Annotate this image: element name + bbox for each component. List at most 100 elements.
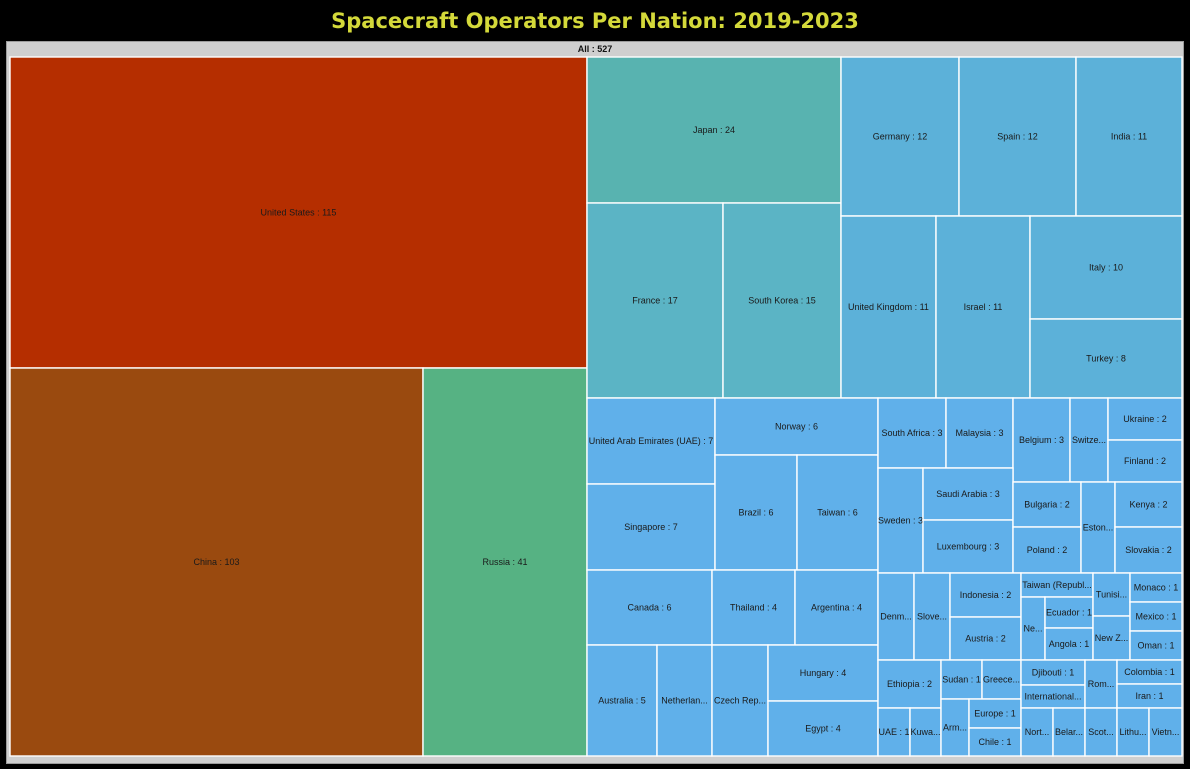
tile-rect-north-korea[interactable]	[1020, 707, 1054, 757]
tile-rect-russia[interactable]	[422, 367, 588, 757]
tile-rect-colombia[interactable]	[1116, 659, 1183, 685]
tile-rect-uae[interactable]	[877, 707, 911, 757]
tile-switzerland[interactable]: Switze...	[1069, 397, 1109, 483]
tile-rect-europe[interactable]	[968, 698, 1022, 729]
tile-rect-taiwan[interactable]	[796, 454, 879, 571]
tile-rect-vietnam[interactable]	[1148, 707, 1183, 757]
tile-rect-brazil[interactable]	[714, 454, 798, 571]
tile-turkey[interactable]: Turkey : 8	[1029, 318, 1183, 399]
tile-hungary[interactable]: Hungary : 4	[767, 644, 879, 702]
tile-rect-finland[interactable]	[1107, 439, 1183, 483]
tile-sweden[interactable]: Sweden : 3	[877, 467, 924, 574]
tile-rect-nepal[interactable]	[1020, 596, 1046, 661]
tile-rect-czech-republic[interactable]	[711, 644, 769, 757]
tile-bulgaria[interactable]: Bulgaria : 2	[1012, 481, 1082, 528]
tile-rect-japan[interactable]	[586, 56, 842, 204]
tile-armenia[interactable]: Arm...	[940, 698, 970, 757]
treemap-root-label[interactable]: All : 527	[577, 44, 613, 54]
tile-slovakia[interactable]: Slovakia : 2	[1114, 526, 1183, 574]
tile-rect-greece[interactable]	[981, 659, 1022, 700]
tile-north-korea[interactable]: Nort...	[1020, 707, 1054, 757]
tile-rect-mexico[interactable]	[1129, 601, 1183, 632]
tile-rect-south-korea[interactable]	[722, 202, 842, 399]
tile-italy[interactable]: Italy : 10	[1029, 215, 1183, 320]
tile-malaysia[interactable]: Malaysia : 3	[945, 397, 1014, 469]
tile-norway[interactable]: Norway : 6	[714, 397, 879, 456]
tile-argentina[interactable]: Argentina : 4	[794, 569, 879, 646]
tile-thailand[interactable]: Thailand : 4	[711, 569, 796, 646]
tile-rect-egypt[interactable]	[767, 700, 879, 757]
tile-slovenia[interactable]: Slove...	[913, 572, 951, 661]
tile-israel[interactable]: Israel : 11	[935, 215, 1031, 399]
tile-rect-malaysia[interactable]	[945, 397, 1014, 469]
tile-rect-chile[interactable]	[968, 727, 1022, 757]
tile-scotland[interactable]: Scot...	[1084, 707, 1118, 757]
tile-rect-bulgaria[interactable]	[1012, 481, 1082, 528]
tile-colombia[interactable]: Colombia : 1	[1116, 659, 1183, 685]
tile-monaco[interactable]: Monaco : 1	[1129, 572, 1183, 603]
tile-rect-spain[interactable]	[958, 56, 1077, 217]
tile-rect-france[interactable]	[586, 202, 724, 399]
tile-rect-argentina[interactable]	[794, 569, 879, 646]
tile-rect-slovakia[interactable]	[1114, 526, 1183, 574]
tile-kuwait[interactable]: Kuwa...	[909, 707, 942, 757]
tile-greece[interactable]: Greece...	[981, 659, 1022, 700]
tile-united-arab-emirates-uae[interactable]: United Arab Emirates (UAE) : 7	[586, 397, 716, 485]
tile-south-africa[interactable]: South Africa : 3	[877, 397, 947, 469]
tile-new-zealand[interactable]: New Z...	[1092, 615, 1131, 661]
tile-iran[interactable]: Iran : 1	[1116, 683, 1183, 709]
tile-rect-kuwait[interactable]	[909, 707, 942, 757]
tile-united-states[interactable]: United States : 115	[9, 56, 588, 369]
tile-ukraine[interactable]: Ukraine : 2	[1107, 397, 1183, 441]
tile-vietnam[interactable]: Vietn...	[1148, 707, 1183, 757]
tile-netherlands[interactable]: Netherlan...	[656, 644, 713, 757]
tile-rect-south-africa[interactable]	[877, 397, 947, 469]
tile-singapore[interactable]: Singapore : 7	[586, 483, 716, 571]
tile-japan[interactable]: Japan : 24	[586, 56, 842, 204]
tile-rect-saudi-arabia[interactable]	[922, 467, 1014, 521]
tile-rect-austria[interactable]	[949, 616, 1022, 661]
tile-spain[interactable]: Spain : 12	[958, 56, 1077, 217]
tile-tunisia[interactable]: Tunisi...	[1092, 572, 1131, 617]
tile-mexico[interactable]: Mexico : 1	[1129, 601, 1183, 632]
tile-rect-sweden[interactable]	[877, 467, 924, 574]
tile-finland[interactable]: Finland : 2	[1107, 439, 1183, 483]
tile-luxembourg[interactable]: Luxembourg : 3	[922, 519, 1014, 574]
tile-ethiopia[interactable]: Ethiopia : 2	[877, 659, 942, 709]
tile-rect-indonesia[interactable]	[949, 572, 1022, 618]
tile-rect-armenia[interactable]	[940, 698, 970, 757]
tile-rect-iran[interactable]	[1116, 683, 1183, 709]
tile-angola[interactable]: Angola : 1	[1044, 627, 1094, 661]
tile-austria[interactable]: Austria : 2	[949, 616, 1022, 661]
tile-india[interactable]: India : 11	[1075, 56, 1183, 217]
tile-saudi-arabia[interactable]: Saudi Arabia : 3	[922, 467, 1014, 521]
tile-rect-kenya[interactable]	[1114, 481, 1183, 528]
tile-rect-united-kingdom[interactable]	[840, 215, 937, 399]
tile-rect-ecuador[interactable]	[1044, 596, 1094, 629]
tile-lithuania[interactable]: Lithu...	[1116, 707, 1150, 757]
tile-djibouti[interactable]: Djibouti : 1	[1020, 659, 1086, 686]
tile-europe[interactable]: Europe : 1	[968, 698, 1022, 729]
tile-belarus[interactable]: Belar...	[1052, 707, 1086, 757]
tile-rect-monaco[interactable]	[1129, 572, 1183, 603]
tile-nepal[interactable]: Ne...	[1020, 596, 1046, 661]
tile-united-kingdom[interactable]: United Kingdom : 11	[840, 215, 937, 399]
tile-kenya[interactable]: Kenya : 2	[1114, 481, 1183, 528]
tile-rect-israel[interactable]	[935, 215, 1031, 399]
tile-brazil[interactable]: Brazil : 6	[714, 454, 798, 571]
tile-sudan[interactable]: Sudan : 1	[940, 659, 983, 700]
tile-canada[interactable]: Canada : 6	[586, 569, 713, 646]
tile-russia[interactable]: Russia : 41	[422, 367, 588, 757]
tile-oman[interactable]: Oman : 1	[1129, 630, 1183, 661]
tile-rect-canada[interactable]	[586, 569, 713, 646]
tile-rect-belarus[interactable]	[1052, 707, 1086, 757]
tile-germany[interactable]: Germany : 12	[840, 56, 960, 217]
tile-rect-china[interactable]	[9, 367, 424, 757]
tile-rect-hungary[interactable]	[767, 644, 879, 702]
tile-australia[interactable]: Australia : 5	[586, 644, 658, 757]
tile-china[interactable]: China : 103	[9, 367, 424, 757]
tile-indonesia[interactable]: Indonesia : 2	[949, 572, 1022, 618]
tile-chile[interactable]: Chile : 1	[968, 727, 1022, 757]
tile-south-korea[interactable]: South Korea : 15	[722, 202, 842, 399]
tile-poland[interactable]: Poland : 2	[1012, 526, 1082, 574]
